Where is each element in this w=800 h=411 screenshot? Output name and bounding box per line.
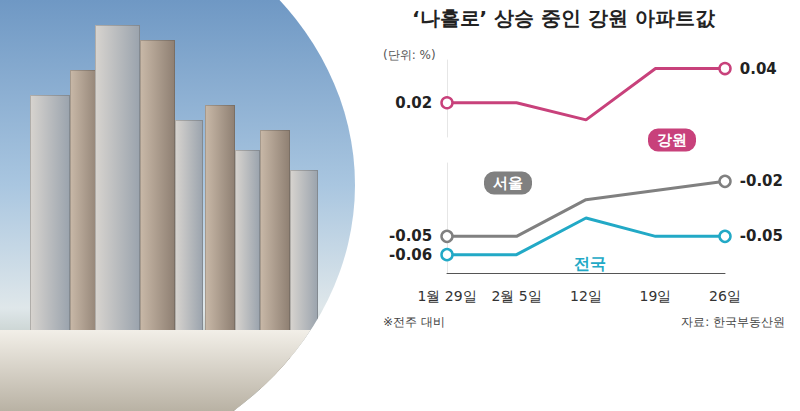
svg-text:‘나홀로’ 상승 중인 강원 아파트값: ‘나홀로’ 상승 중인 강원 아파트값 xyxy=(412,6,716,30)
svg-text:※전주 대비: ※전주 대비 xyxy=(383,315,445,329)
svg-text:19일: 19일 xyxy=(640,288,672,304)
svg-text:-0.02: -0.02 xyxy=(740,172,783,190)
svg-text:0.02: 0.02 xyxy=(395,94,432,112)
svg-text:12일: 12일 xyxy=(570,288,602,304)
svg-text:-0.05: -0.05 xyxy=(740,227,783,245)
svg-text:2월 5일: 2월 5일 xyxy=(491,288,541,304)
svg-text:전국: 전국 xyxy=(574,254,606,273)
svg-text:1월 29일: 1월 29일 xyxy=(417,288,476,304)
svg-text:26일: 26일 xyxy=(709,288,741,304)
svg-text:서울: 서울 xyxy=(493,174,523,192)
svg-text:(단위: %): (단위: %) xyxy=(383,48,436,62)
svg-text:강원: 강원 xyxy=(657,131,687,149)
svg-text:0.04: 0.04 xyxy=(740,60,777,78)
svg-text:-0.05: -0.05 xyxy=(389,227,432,245)
svg-text:자료: 한국부동산원: 자료: 한국부동산원 xyxy=(681,315,785,329)
svg-text:-0.06: -0.06 xyxy=(389,246,432,264)
